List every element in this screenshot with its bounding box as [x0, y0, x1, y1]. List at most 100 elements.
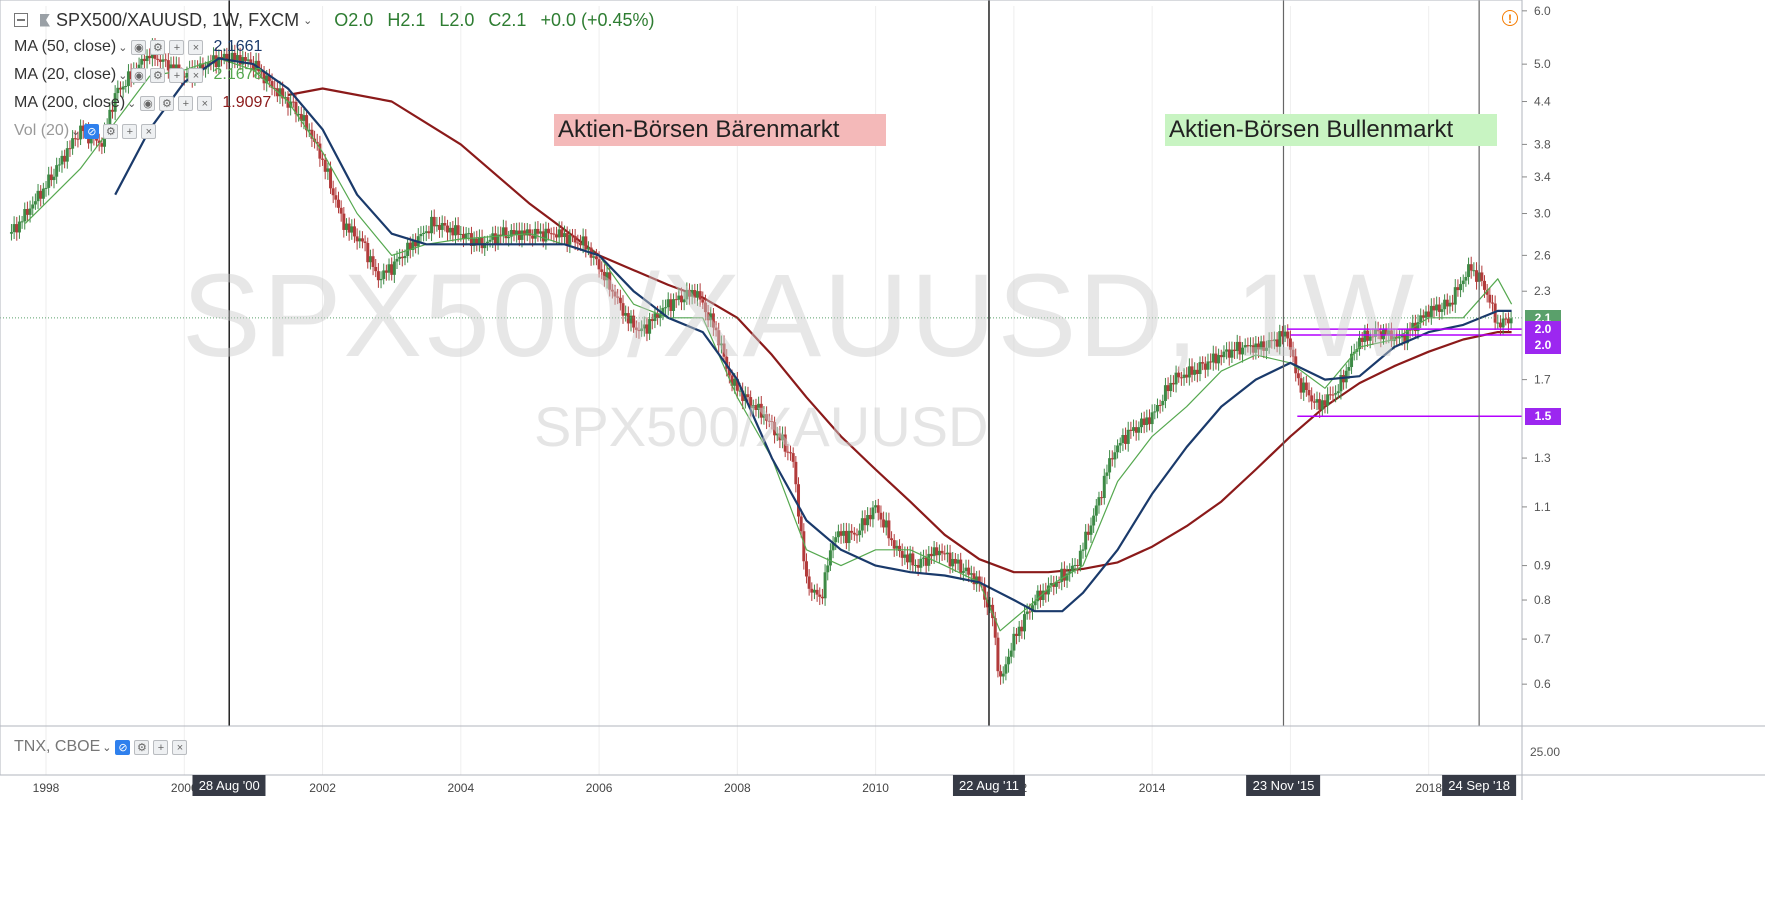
candle-body: [36, 190, 40, 202]
candle-body: [977, 576, 981, 584]
candle-body: [475, 238, 479, 244]
plus-icon[interactable]: +: [169, 67, 185, 83]
candle-body: [823, 572, 827, 599]
candle-body: [273, 87, 277, 89]
eye-icon[interactable]: ◉: [131, 39, 147, 55]
candle-body: [1467, 264, 1471, 277]
symbol-title[interactable]: SPX500/XAUUSD, 1W, FXCM: [56, 9, 300, 30]
candle-body: [1326, 394, 1330, 406]
candle-body: [1158, 405, 1162, 407]
gear-icon[interactable]: ⚙: [103, 123, 119, 139]
alert-icon[interactable]: !: [1502, 10, 1518, 26]
plus-icon[interactable]: +: [153, 739, 169, 755]
candle-body: [903, 554, 907, 558]
candle-body: [430, 216, 434, 234]
close-icon[interactable]: ×: [141, 123, 157, 139]
chevron-down-icon[interactable]: ⌄: [102, 741, 112, 754]
close-icon[interactable]: ×: [188, 67, 204, 83]
legend-ma20[interactable]: MA (20, close) ⌄ ◉ ⚙ + × 2.1678: [14, 63, 262, 87]
candle-body: [1262, 341, 1266, 351]
candle-body: [536, 228, 540, 234]
legend-volume[interactable]: Vol (20) ⌄ ⊘ ⚙ + ×: [14, 119, 157, 143]
candle-body: [544, 228, 548, 242]
eye-icon[interactable]: ◉: [140, 95, 156, 111]
plus-icon[interactable]: +: [178, 95, 194, 111]
candle-body: [1174, 372, 1178, 385]
legend-ma50[interactable]: MA (50, close) ⌄ ◉ ⚙ + × 2.1661: [14, 35, 262, 59]
candle-body: [368, 256, 372, 263]
lower-pane-label[interactable]: TNX, CBOE: [14, 738, 101, 755]
candle-body: [735, 378, 739, 391]
candle-body: [879, 512, 883, 520]
candle-body: [547, 228, 551, 234]
legend-ma200[interactable]: MA (200, close) ⌄ ◉ ⚙ + × 1.9097: [14, 91, 271, 115]
candle-body: [924, 557, 928, 566]
candle-body: [230, 52, 234, 63]
candle-body: [1177, 372, 1181, 378]
candle-body: [911, 553, 915, 566]
candle-body: [586, 247, 590, 250]
candle-body: [719, 343, 723, 346]
candle-body: [1028, 611, 1032, 613]
close-icon[interactable]: ×: [188, 39, 204, 55]
candle-body: [778, 433, 782, 441]
chevron-down-icon[interactable]: ⌄: [303, 14, 313, 27]
candle-body: [201, 63, 205, 70]
candle-body: [507, 236, 511, 239]
candle-body: [299, 113, 303, 121]
candle-body: [41, 188, 45, 199]
candle-body: [1145, 417, 1149, 425]
candle-body: [116, 87, 120, 94]
hide-icon[interactable]: ⊘: [84, 123, 100, 139]
collapse-icon[interactable]: [14, 13, 28, 27]
candle-body: [1001, 673, 1005, 677]
candle-body: [624, 313, 628, 316]
ma50-path: [114, 57, 1512, 613]
chevron-down-icon[interactable]: ⌄: [118, 41, 128, 54]
flag-icon[interactable]: [40, 13, 50, 27]
gear-icon[interactable]: ⚙: [150, 39, 166, 55]
bear-market-annotation[interactable]: Aktien-Börsen Bärenmarkt: [554, 114, 886, 146]
chevron-down-icon[interactable]: ⌄: [118, 69, 128, 82]
candle-body: [1283, 331, 1287, 337]
hide-icon[interactable]: ⊘: [115, 739, 131, 755]
legend-label[interactable]: MA (20, close): [14, 66, 117, 83]
candle-body: [1427, 311, 1431, 317]
legend-label[interactable]: MA (50, close): [14, 38, 117, 55]
plus-icon[interactable]: +: [122, 123, 138, 139]
candle-body: [969, 573, 973, 575]
eye-icon[interactable]: ◉: [131, 67, 147, 83]
candle-body: [1094, 505, 1098, 516]
candle-body: [488, 239, 492, 242]
lower-pane-legend[interactable]: TNX, CBOE ⌄ ⊘ ⚙ + ×: [14, 735, 188, 759]
plus-icon[interactable]: +: [169, 39, 185, 55]
candle-body: [411, 241, 415, 251]
candle-body: [1310, 395, 1314, 402]
candle-body: [677, 295, 681, 300]
candle-body: [68, 148, 72, 150]
candle-body: [890, 538, 894, 541]
bull-market-annotation[interactable]: Aktien-Börsen Bullenmarkt: [1165, 114, 1497, 146]
candle-body: [685, 289, 689, 300]
candle-body: [1270, 340, 1274, 342]
candle-body: [1129, 429, 1133, 431]
legend-label[interactable]: MA (200, close): [14, 94, 126, 111]
candle-body: [1073, 564, 1077, 566]
y-tick-label: 2.6: [1534, 248, 1551, 262]
candle-body: [1086, 531, 1090, 535]
candle-body: [63, 155, 67, 162]
gear-icon[interactable]: ⚙: [134, 739, 150, 755]
y-tick-label: 4.4: [1534, 95, 1551, 109]
candle-body: [576, 242, 580, 244]
close-icon[interactable]: ×: [197, 95, 213, 111]
candle-body: [1259, 341, 1263, 350]
gear-icon[interactable]: ⚙: [150, 67, 166, 83]
candle-body: [1182, 374, 1186, 378]
chevron-down-icon[interactable]: ⌄: [71, 125, 81, 138]
candle-body: [701, 299, 705, 303]
legend-label[interactable]: Vol (20): [14, 122, 70, 139]
close-icon[interactable]: ×: [172, 739, 188, 755]
chevron-down-icon[interactable]: ⌄: [127, 97, 137, 110]
gear-icon[interactable]: ⚙: [159, 95, 175, 111]
candle-body: [661, 307, 665, 314]
